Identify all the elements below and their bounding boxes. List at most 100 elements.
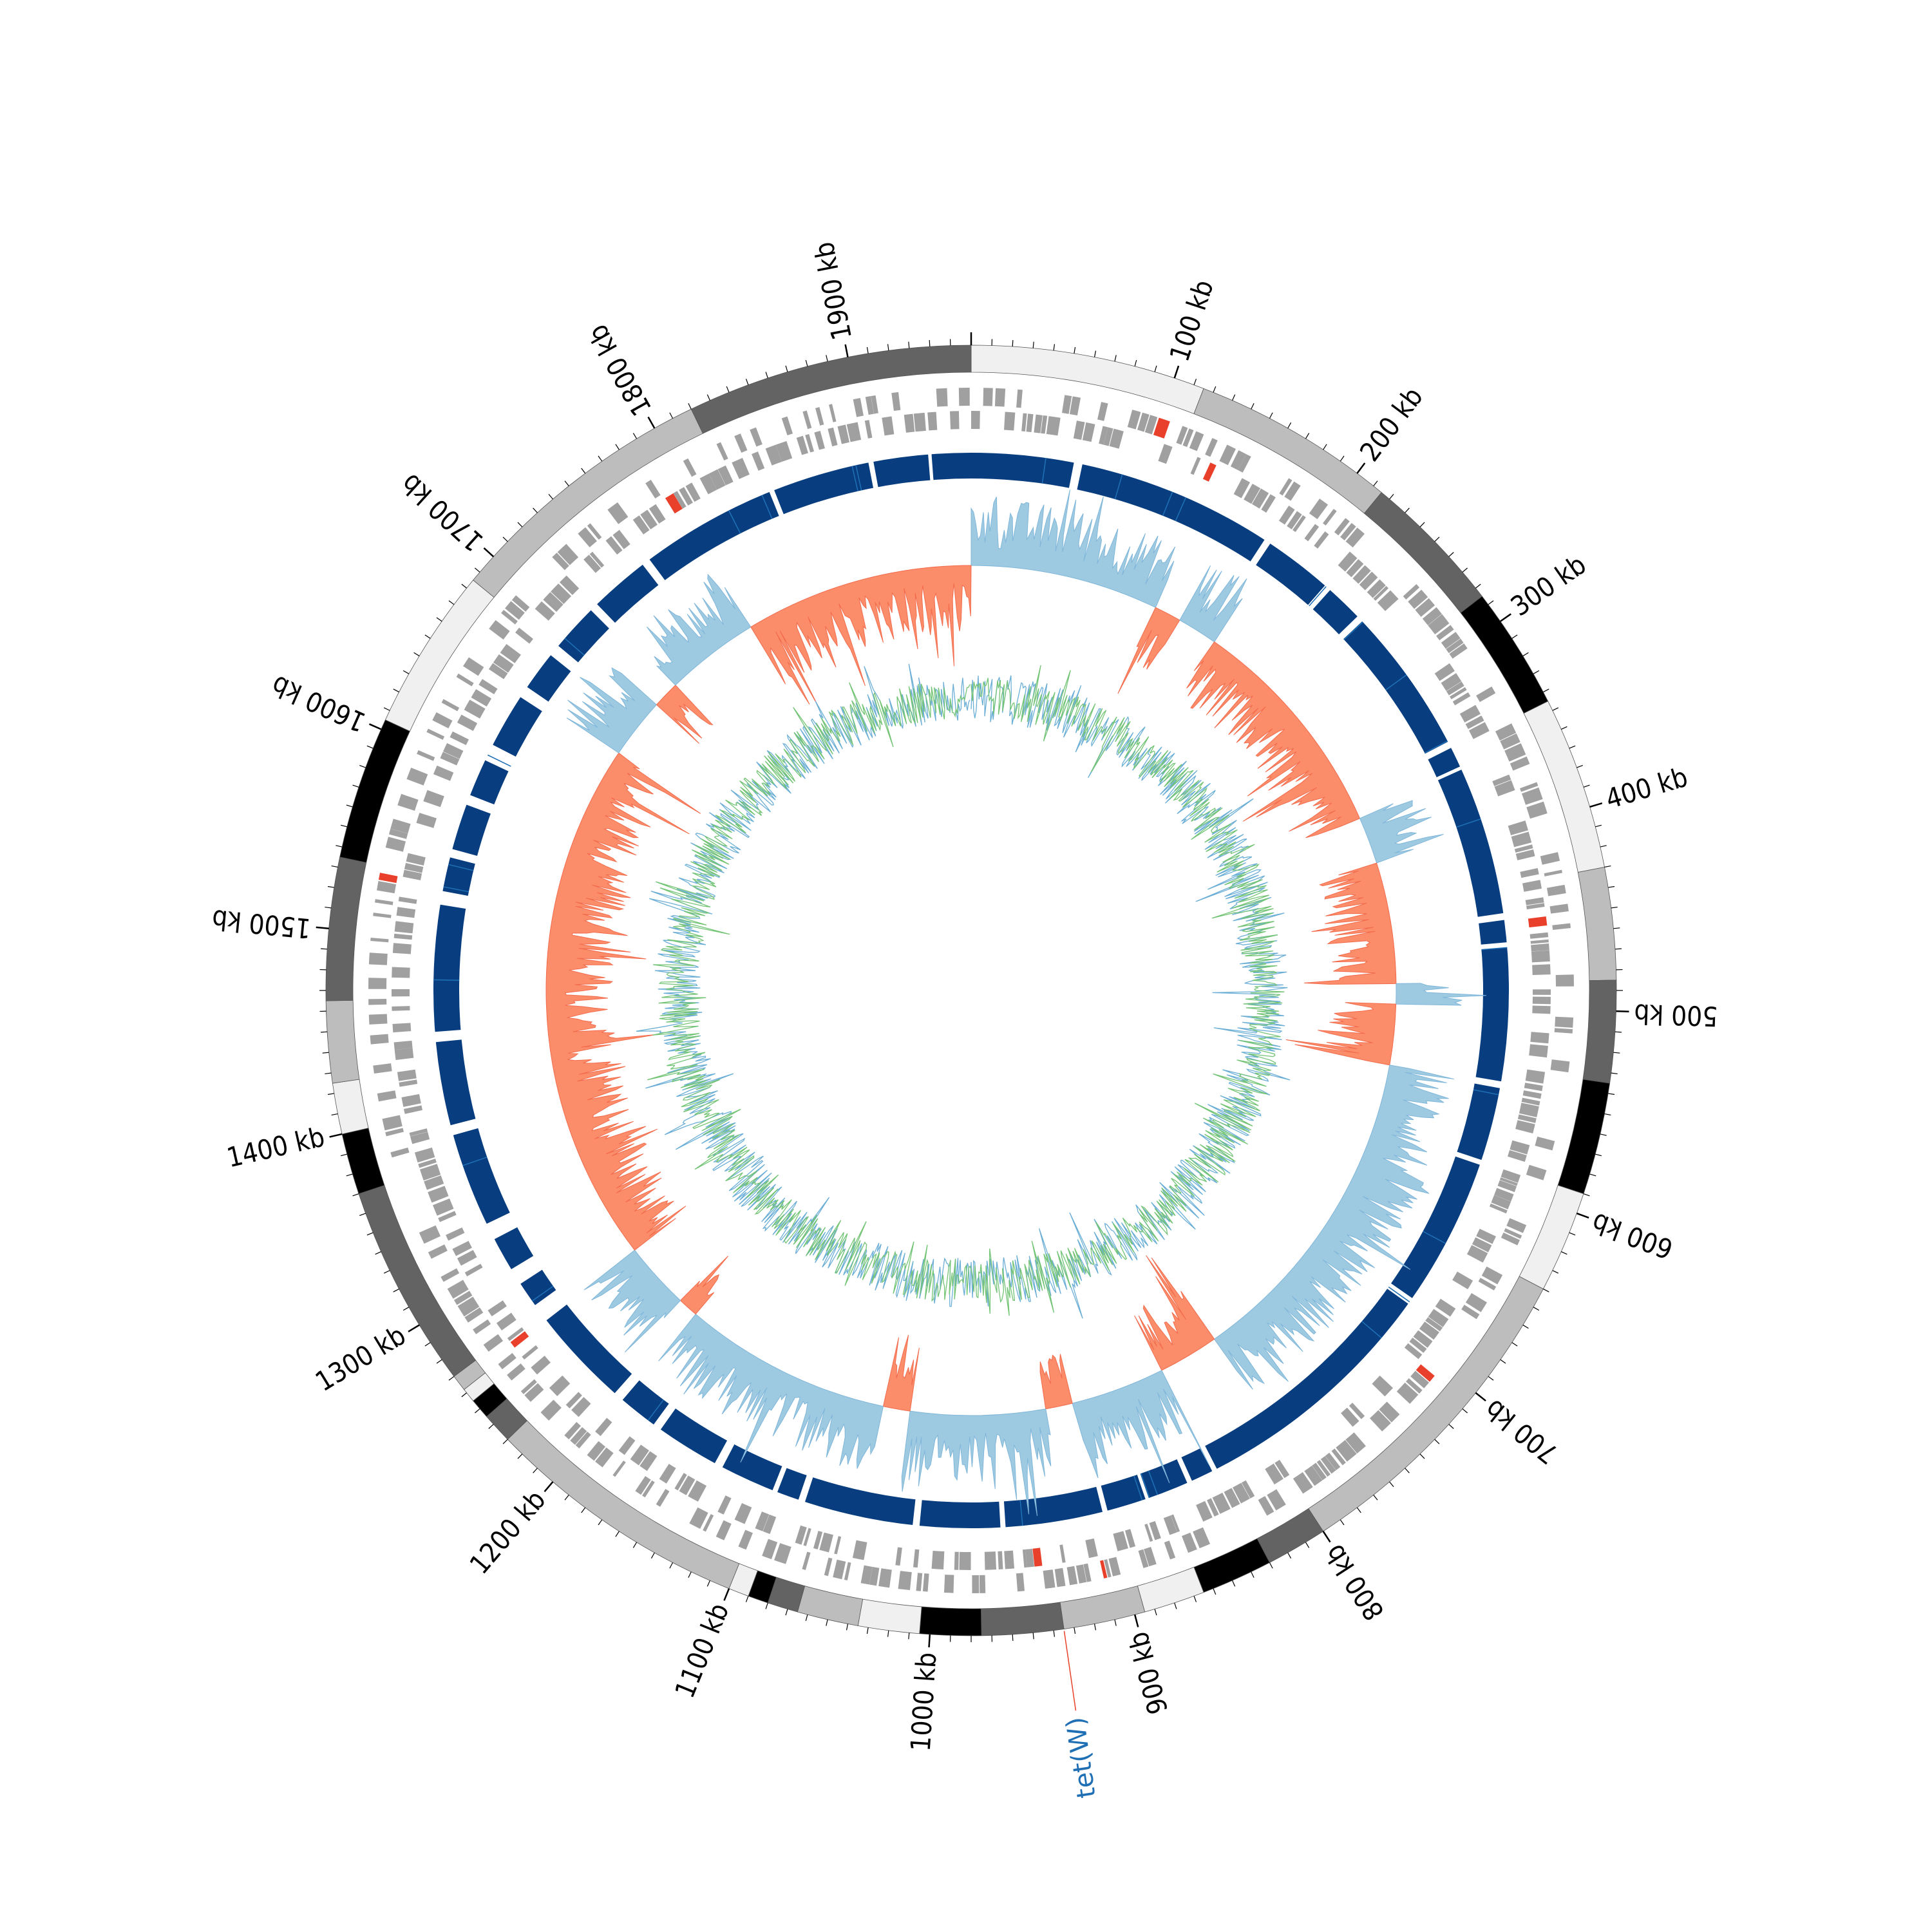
gene-feature — [699, 473, 717, 495]
homology-variant — [1162, 491, 1173, 516]
homology-variant — [1133, 1475, 1143, 1501]
gene-feature — [1508, 820, 1528, 836]
gene-feature — [457, 714, 478, 731]
gene-feature — [390, 819, 411, 834]
gene-feature — [1340, 523, 1356, 541]
axis-minor-tick — [1552, 1270, 1559, 1274]
gene-feature — [659, 1463, 676, 1484]
gene-feature — [755, 1511, 770, 1531]
axis-minor-tick — [615, 444, 620, 450]
axis-minor-tick — [1174, 1602, 1177, 1609]
gene-feature — [715, 1520, 732, 1540]
gene-feature — [1032, 1548, 1043, 1567]
gene-feature — [1504, 1228, 1522, 1239]
gene-feature — [612, 1461, 626, 1477]
axis-tick-label: 1300 kb — [310, 1319, 411, 1397]
homology-gap — [510, 1255, 544, 1285]
contig-segment — [1193, 1538, 1270, 1593]
gene-feature — [805, 433, 815, 453]
gene-feature — [649, 504, 666, 524]
gene-feature — [505, 601, 525, 620]
gene-feature — [1404, 1343, 1423, 1359]
homology-variant — [1481, 947, 1508, 951]
homology-gap — [1137, 1472, 1150, 1501]
gene-feature — [1526, 801, 1548, 819]
gene-feature — [589, 551, 605, 568]
gene-feature — [414, 1147, 435, 1163]
homology-gap — [768, 489, 784, 517]
gc-skew-negative — [882, 1334, 920, 1412]
gene-feature — [417, 750, 435, 761]
homology-gap — [999, 1500, 1006, 1529]
gene-feature — [570, 1426, 587, 1445]
axis-minor-tick — [805, 359, 808, 366]
gene-feature — [418, 1159, 437, 1168]
axis-minor-tick — [1511, 634, 1518, 639]
axis-minor-tick — [502, 1439, 508, 1444]
contig-segment — [341, 1128, 385, 1195]
axis-minor-tick — [1213, 386, 1217, 393]
gene-feature — [498, 1352, 516, 1370]
gc-content-line-a — [636, 663, 1291, 1319]
gene-feature — [864, 420, 873, 439]
axis-minor-tick — [1543, 1288, 1549, 1293]
axis-major-tick — [1500, 613, 1511, 622]
gene-feature — [551, 583, 572, 604]
gene-feature — [1230, 450, 1247, 471]
axis-tick-label: 400 kb — [1602, 761, 1692, 815]
gene-feature — [734, 433, 748, 453]
gene-feature — [685, 482, 701, 502]
homology-gap — [772, 1464, 788, 1493]
gene-feature — [1287, 511, 1302, 529]
gene-feature — [433, 1198, 454, 1216]
gene-feature — [1446, 638, 1464, 654]
gene-feature — [489, 620, 510, 640]
gene-feature — [1034, 414, 1043, 433]
gene-feature — [898, 1571, 912, 1591]
homology-variant — [564, 638, 585, 656]
gc-skew-positive — [583, 1249, 681, 1352]
gene-feature — [1532, 996, 1551, 1005]
axis-major-tick — [316, 926, 329, 930]
axis-minor-tick — [393, 688, 399, 693]
gene-feature — [1026, 413, 1034, 433]
gene-feature — [1190, 457, 1201, 475]
gc-skew-negative — [1134, 1255, 1215, 1371]
gene-feature — [1219, 444, 1236, 466]
axis-minor-tick — [1611, 1072, 1618, 1075]
gene-feature — [1103, 427, 1113, 446]
gc-skew-positive — [646, 573, 752, 686]
gene-feature — [1500, 733, 1520, 750]
axis-tick-label: 1500 kb — [211, 904, 312, 945]
contig-segment — [857, 1598, 922, 1634]
gene-feature — [950, 411, 960, 430]
gene-feature — [922, 1573, 929, 1592]
gene-feature — [1526, 903, 1545, 910]
gene-feature — [645, 480, 661, 498]
homology-gap — [927, 453, 934, 482]
gene-feature — [1526, 1164, 1547, 1180]
contig-segment — [325, 857, 367, 1001]
axis-minor-tick — [1608, 1093, 1615, 1095]
homology-variant — [1423, 1231, 1446, 1244]
gene-feature — [642, 1480, 655, 1498]
gene-feature — [1521, 787, 1543, 805]
annotation-line — [1063, 1631, 1077, 1711]
gene-feature — [665, 493, 683, 514]
gene-feature — [368, 1014, 388, 1025]
homology-gap — [1307, 584, 1331, 611]
gene-feature — [450, 731, 469, 745]
axis-minor-tick — [436, 617, 442, 622]
gene-feature — [1137, 412, 1150, 432]
axis-minor-tick — [488, 1424, 494, 1429]
homology-gap — [449, 1118, 480, 1136]
gene-feature — [1158, 444, 1173, 464]
gene-feature — [1450, 687, 1467, 699]
gene-feature — [522, 1345, 538, 1360]
gene-feature — [1428, 614, 1450, 635]
gene-feature — [1452, 1271, 1473, 1290]
gene-feature — [1441, 673, 1462, 691]
gene-feature — [1494, 780, 1515, 797]
gene-feature — [1525, 1069, 1546, 1084]
gene-feature — [1416, 1364, 1435, 1382]
